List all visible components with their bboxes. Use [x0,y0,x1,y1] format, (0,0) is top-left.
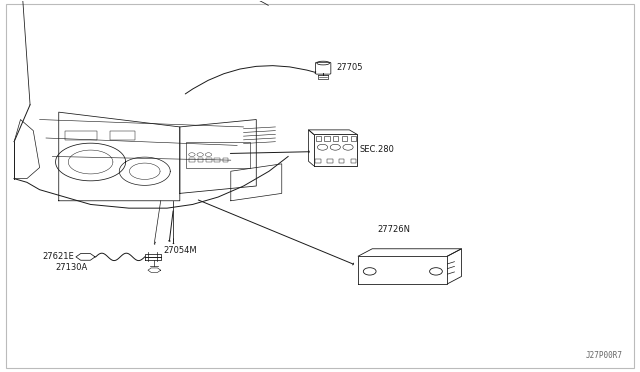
Text: 27726N: 27726N [378,225,410,234]
Bar [351,159,356,163]
Bar [206,158,212,162]
Bar [109,131,135,140]
Bar [316,136,321,141]
Bar [315,159,321,163]
Text: 27130A: 27130A [56,263,88,272]
Bar [223,158,228,162]
Bar [327,159,333,163]
Bar [333,136,339,141]
Bar [186,142,250,167]
Bar [351,136,356,141]
Text: J27P00R7: J27P00R7 [586,351,623,360]
Bar [65,131,97,140]
Text: 27621E: 27621E [43,252,74,262]
Text: 27054M: 27054M [164,246,198,255]
Bar [189,158,195,162]
Bar [339,159,344,163]
Bar [324,136,330,141]
Bar [214,158,220,162]
Bar [342,136,348,141]
Bar [198,158,204,162]
Text: 27705: 27705 [336,62,362,72]
Text: SEC.280: SEC.280 [360,145,394,154]
